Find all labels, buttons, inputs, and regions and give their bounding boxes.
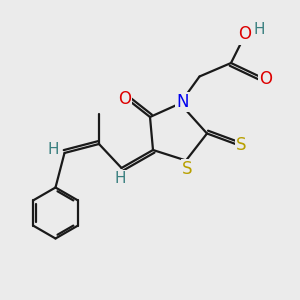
Text: H: H: [47, 142, 59, 158]
Text: O: O: [238, 26, 252, 44]
Text: H: H: [114, 171, 126, 186]
Text: O: O: [259, 70, 272, 88]
Text: S: S: [236, 136, 247, 154]
Text: H: H: [253, 22, 265, 37]
Text: N: N: [176, 93, 189, 111]
Text: S: S: [182, 160, 193, 178]
Text: O: O: [118, 90, 131, 108]
